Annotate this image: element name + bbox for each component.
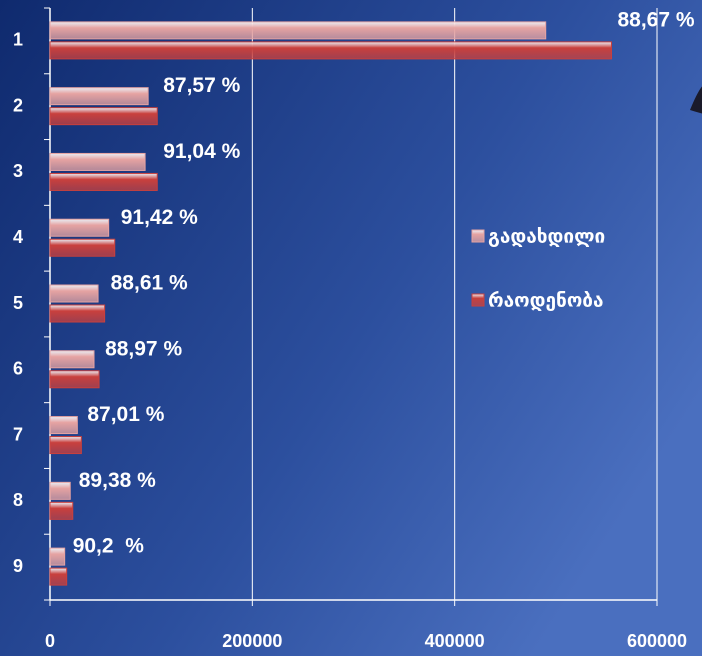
bar [49,21,547,40]
y-tick-label: 8 [13,490,23,510]
y-tick-label: 1 [13,30,23,50]
bar [49,172,158,191]
bar [49,87,149,106]
legend-label: რაოდენობა [488,290,604,312]
annotation: 88,61 % [111,272,188,295]
bar [49,547,66,566]
x-tick-label: 0 [45,631,55,651]
bar [49,370,100,389]
annotation: 88,67 % [617,8,694,31]
annotation: 90,2 % [73,535,145,558]
bar [49,436,82,455]
annotation: 91,42 % [121,206,198,229]
bar [49,107,158,126]
legend-label: გადახდილი [488,226,605,248]
annotation: 89,38 % [79,469,156,492]
y-tick-label: 7 [13,424,23,444]
annotation: 88,97 % [105,337,182,360]
bar [49,350,95,369]
x-tick-label: 200000 [222,631,282,651]
bar [49,152,146,171]
y-tick-label: 9 [13,556,23,576]
corner-icon [690,86,702,114]
legend-swatch [471,293,485,307]
bar [49,304,106,323]
annotation: 91,04 % [163,140,240,163]
bar [49,481,71,500]
legend-swatch [471,229,485,243]
y-tick-label: 2 [13,95,23,115]
annotation: 87,01 % [87,403,164,426]
x-tick-label: 600000 [627,631,687,651]
y-tick-label: 4 [13,227,23,247]
bar [49,567,68,586]
bar [49,41,612,60]
bar [49,284,99,303]
bar [49,416,78,435]
y-tick-label: 3 [13,161,23,181]
bar [49,238,116,257]
annotation: 87,57 % [163,74,240,97]
y-tick-label: 6 [13,359,23,379]
y-tick-label: 5 [13,293,23,313]
bar [49,501,74,520]
bar [49,218,110,237]
x-tick-label: 400000 [425,631,485,651]
